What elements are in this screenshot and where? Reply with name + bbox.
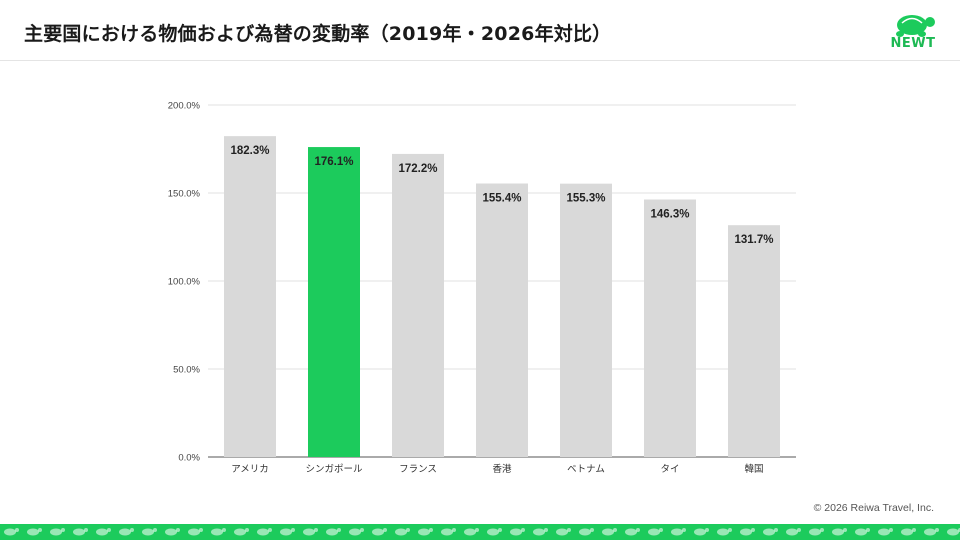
- y-tick-label: 0.0%: [178, 453, 200, 464]
- turtle-pattern-icon: [73, 528, 88, 536]
- data-label: 155.4%: [482, 192, 521, 204]
- turtle-pattern-icon: [188, 528, 203, 536]
- data-label: 172.2%: [398, 163, 437, 175]
- data-label: 176.1%: [314, 156, 353, 168]
- turtle-pattern-icon: [165, 528, 180, 536]
- turtle-pattern-icon: [855, 528, 870, 536]
- page-title: 主要国における物価および為替の変動率（2019年・2026年対比）: [24, 23, 612, 45]
- y-tick-label: 50.0%: [173, 365, 200, 376]
- turtle-pattern-icon: [418, 528, 433, 536]
- data-label: 146.3%: [650, 209, 689, 221]
- bar-chart-svg: 0.0% 50.0% 100.0% 150.0% 200.0% 182.3% アメリカ 176…: [168, 101, 796, 475]
- turtle-pattern-icon: [671, 528, 686, 536]
- turtle-pattern-icon: [763, 528, 778, 536]
- turtle-pattern-icon: [878, 528, 893, 536]
- turtle-pattern-icon: [119, 528, 134, 536]
- turtle-pattern-icon: [533, 528, 548, 536]
- turtle-pattern-icon: [694, 528, 709, 536]
- logo-wordmark: NEWT: [890, 36, 936, 51]
- data-label: 155.3%: [566, 193, 605, 205]
- turtle-pattern-icon: [510, 528, 525, 536]
- turtle-pattern: [4, 528, 960, 536]
- turtle-pattern-icon: [257, 528, 272, 536]
- turtle-pattern-icon: [602, 528, 617, 536]
- bar: [560, 183, 612, 457]
- x-tick-label: 韓国: [744, 464, 763, 475]
- turtle-pattern-icon: [625, 528, 640, 536]
- bar: [476, 183, 528, 457]
- turtle-pattern-icon: [27, 528, 42, 536]
- turtle-pattern-icon: [809, 528, 824, 536]
- turtle-pattern-icon: [211, 528, 226, 536]
- turtle-pattern-icon: [234, 528, 249, 536]
- turtle-pattern-icon: [464, 528, 479, 536]
- turtle-pattern-icon: [441, 528, 456, 536]
- turtle-pattern-icon: [901, 528, 916, 536]
- y-tick-label: 100.0%: [168, 277, 201, 288]
- bar: [644, 199, 696, 457]
- footer-pattern-band: [0, 524, 960, 540]
- data-label: 182.3%: [230, 145, 269, 157]
- x-tick-label: タイ: [660, 464, 679, 475]
- turtle-pattern-icon: [487, 528, 502, 536]
- x-tick-label: ベトナム: [567, 464, 605, 475]
- turtle-pattern-icon: [717, 528, 732, 536]
- x-tick-label: シンガポール: [305, 464, 363, 475]
- turtle-pattern-icon: [303, 528, 318, 536]
- bar-chart: 0.0% 50.0% 100.0% 150.0% 200.0% 182.3% アメリカ 176…: [0, 60, 960, 480]
- turtle-pattern-icon: [786, 528, 801, 536]
- turtle-pattern-icon: [947, 528, 960, 536]
- x-tick-label: 香港: [492, 463, 512, 475]
- turtle-pattern-icon: [648, 528, 663, 536]
- bar: [308, 147, 360, 457]
- newt-logo: NEWT: [888, 10, 938, 52]
- copyright-text: © 2026 Reiwa Travel, Inc.: [813, 502, 934, 514]
- y-tick-label: 150.0%: [168, 189, 201, 200]
- turtle-pattern-icon: [96, 528, 111, 536]
- y-tick-label: 200.0%: [168, 101, 201, 112]
- turtle-pattern-icon: [579, 528, 594, 536]
- x-tick-label: フランス: [399, 464, 437, 475]
- bar: [224, 136, 276, 457]
- x-tick-label: アメリカ: [231, 464, 269, 475]
- turtle-pattern-icon: [326, 528, 341, 536]
- turtle-pattern-icon: [740, 528, 755, 536]
- bar: [728, 225, 780, 457]
- turtle-pattern-icon: [50, 528, 65, 536]
- turtle-pattern-icon: [280, 528, 295, 536]
- turtle-pattern-icon: [924, 528, 939, 536]
- bar: [392, 153, 444, 457]
- turtle-pattern-icon: [395, 528, 410, 536]
- data-label: 131.7%: [734, 234, 773, 246]
- turtle-pattern-icon: [349, 528, 364, 536]
- turtle-pattern-icon: [4, 528, 19, 536]
- turtle-icon: [896, 15, 935, 37]
- turtle-pattern-icon: [556, 528, 571, 536]
- turtle-pattern-icon: [832, 528, 847, 536]
- header-bar: 主要国における物価および為替の変動率（2019年・2026年対比） NEWT: [0, 0, 960, 61]
- turtle-pattern-icon: [372, 528, 387, 536]
- turtle-pattern-icon: [142, 528, 157, 536]
